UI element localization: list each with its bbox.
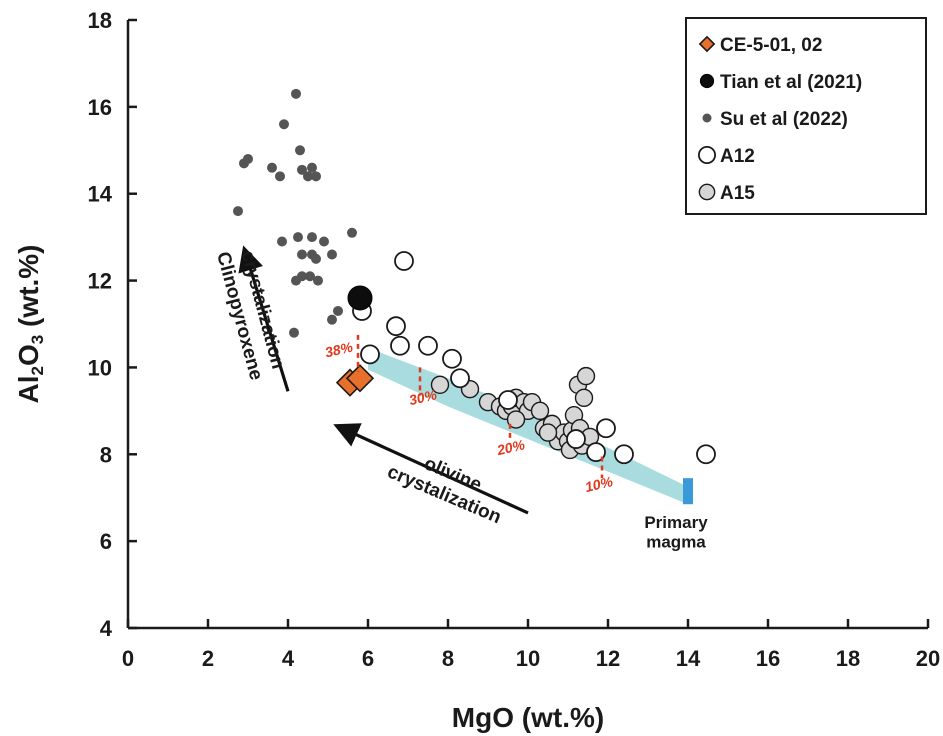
y-axis-title-part: Al (13, 375, 44, 403)
data-point (233, 206, 243, 217)
data-point (538, 423, 558, 442)
data-point (386, 316, 406, 337)
data-point (293, 232, 303, 243)
data-point (313, 275, 323, 286)
fraction-label: 30% (407, 386, 438, 408)
legend-items: CE-5-01, 02 Tian et al (2021) Su et al (20… (698, 35, 862, 204)
data-point (347, 227, 357, 238)
y-axis-title-subscript: 2 (28, 366, 47, 375)
x-tick-label: 0 (122, 646, 134, 671)
legend-marker (699, 73, 715, 89)
data-point (275, 171, 285, 182)
y-tick-label: 8 (100, 442, 112, 467)
data-point (696, 444, 716, 465)
x-tick-label: 8 (442, 646, 454, 671)
data-point (291, 88, 301, 99)
data-point (311, 171, 321, 182)
data-point (279, 119, 289, 130)
legend-box (685, 17, 927, 215)
legend: CE-5-01, 02 Tian et al (2021) Su et al (20… (685, 17, 927, 215)
data-point (530, 401, 550, 421)
data-point (345, 364, 375, 393)
legend-label: A12 (720, 146, 755, 167)
data-point (277, 236, 287, 247)
data-point (566, 429, 586, 449)
data-point (267, 162, 277, 173)
fraction-label: 10% (583, 473, 614, 495)
legend-marker (698, 35, 716, 53)
data-point (430, 375, 450, 394)
x-tick-label: 14 (676, 646, 701, 671)
data-point (333, 305, 343, 316)
x-tick-label: 6 (362, 646, 374, 671)
y-tick-label: 14 (88, 182, 113, 207)
y-tick-label: 10 (88, 355, 112, 380)
x-axis-title: MgO (wt.%) (452, 702, 604, 733)
x-tick-label: 4 (282, 646, 295, 671)
data-point (347, 285, 373, 311)
data-points (233, 88, 716, 465)
legend-marker (702, 113, 712, 123)
data-point (574, 388, 594, 408)
olivine-arrow (333, 423, 529, 515)
data-point (305, 271, 315, 282)
data-point (289, 327, 299, 338)
data-point (576, 366, 596, 386)
x-tick-label: 20 (916, 646, 940, 671)
data-point (303, 171, 313, 182)
data-point (442, 348, 462, 369)
data-point (586, 442, 606, 463)
legend-label: Tian et al (2021) (720, 72, 862, 93)
y-axis-title-part: O (13, 344, 44, 366)
x-tick-label: 18 (836, 646, 860, 671)
x-tick-label: 2 (202, 646, 214, 671)
y-axis-title-part: (wt.%) (13, 245, 44, 335)
x-tick-label: 16 (756, 646, 780, 671)
data-point (297, 249, 307, 260)
data-point (394, 251, 414, 271)
legend-marker (698, 145, 717, 164)
legend-label: CE-5-01, 02 (720, 35, 822, 56)
data-point (390, 335, 410, 356)
legend-label: A15 (720, 183, 755, 204)
legend-label: Su et al (2022) (720, 109, 848, 130)
data-point (297, 271, 307, 282)
fraction-label: 20% (494, 436, 526, 458)
data-point (295, 145, 305, 156)
data-point (360, 344, 380, 365)
y-tick-label: 12 (88, 269, 112, 294)
primary-magma-bar (683, 478, 693, 505)
x-tick-label: 12 (596, 646, 620, 671)
y-tick-label: 16 (88, 95, 112, 120)
data-point (297, 164, 307, 175)
data-point (311, 253, 321, 264)
y-tick-label: 4 (100, 616, 113, 641)
data-point (327, 314, 337, 325)
data-point (596, 418, 616, 439)
data-point (319, 236, 329, 247)
legend-marker (698, 183, 716, 201)
y-axis-title: Al2O3 (wt.%) (13, 245, 47, 404)
data-point (243, 153, 253, 164)
x-tick-label: 10 (516, 646, 540, 671)
primary-magma-label-line2: magma (646, 533, 706, 552)
fraction-label: 38% (323, 338, 354, 360)
data-point (614, 444, 634, 465)
y-tick-label: 18 (88, 8, 112, 33)
data-point (506, 410, 526, 429)
data-point (498, 390, 518, 410)
data-point (307, 162, 317, 173)
axes: 4 6 8 10 12 14 16 18 0 2 4 6 8 10 12 14 16 18 20 (88, 8, 941, 671)
primary-magma-label-line1: Primary (644, 513, 708, 532)
y-axis-title-subscript: 3 (28, 335, 47, 344)
data-point (327, 249, 337, 260)
data-point (418, 335, 438, 356)
data-point (450, 368, 470, 389)
y-tick-label: 6 (100, 529, 112, 554)
clinopyroxene-arrow (238, 245, 290, 392)
data-point (307, 232, 317, 243)
